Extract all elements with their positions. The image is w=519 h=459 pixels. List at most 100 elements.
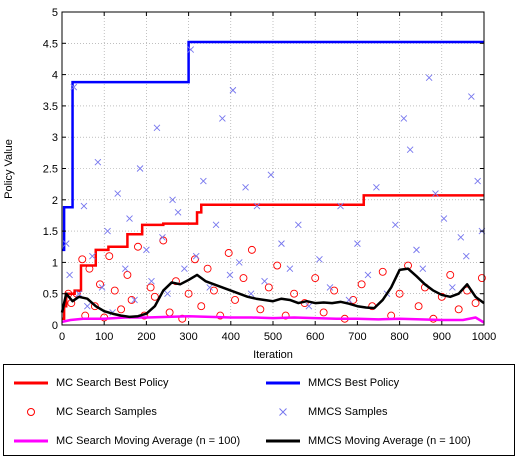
data-point bbox=[192, 252, 200, 260]
data-point bbox=[247, 290, 255, 298]
x-tick-label: 600 bbox=[306, 331, 324, 343]
data-point bbox=[305, 302, 313, 310]
data-point bbox=[468, 93, 475, 100]
x-axis-label: Iteration bbox=[253, 349, 293, 361]
legend-item-mc-best: MC Search Best Policy bbox=[14, 374, 168, 392]
data-point bbox=[121, 265, 129, 272]
legend-label: MMCS Best Policy bbox=[308, 377, 400, 389]
data-point bbox=[89, 252, 96, 260]
data-point bbox=[105, 252, 114, 261]
data-point bbox=[330, 286, 339, 295]
data-point bbox=[462, 252, 470, 260]
y-tick-label: 3 bbox=[52, 132, 58, 144]
data-point bbox=[187, 46, 195, 53]
x-tick-label: 200 bbox=[137, 331, 155, 343]
x-tick-label: 300 bbox=[179, 331, 197, 343]
data-point bbox=[446, 270, 455, 279]
data-point bbox=[235, 259, 243, 266]
data-point bbox=[94, 158, 102, 166]
data-point bbox=[273, 261, 282, 270]
chart-legend: MC Search Best Policy MMCS Best Policy M… bbox=[3, 364, 515, 456]
legend-swatch-line bbox=[266, 381, 300, 385]
chart-grid bbox=[62, 12, 484, 325]
data-point bbox=[319, 308, 328, 317]
legend-item-mmcs-best: MMCS Best Policy bbox=[266, 374, 399, 392]
data-point bbox=[123, 270, 132, 279]
data-point bbox=[226, 271, 234, 279]
legend-item-mmcs-samples: MMCS Samples bbox=[266, 403, 387, 421]
y-tick-label: 2 bbox=[52, 195, 58, 207]
y-axis-label: Policy Value bbox=[3, 139, 15, 199]
x-tick-label: 400 bbox=[222, 331, 240, 343]
data-point bbox=[357, 280, 366, 289]
data-point bbox=[413, 246, 420, 254]
data-point bbox=[242, 183, 249, 191]
data-point bbox=[231, 296, 239, 304]
data-point bbox=[419, 265, 427, 272]
data-point bbox=[378, 267, 387, 276]
data-point bbox=[216, 311, 225, 320]
data-point bbox=[131, 296, 138, 304]
data-point bbox=[326, 284, 334, 291]
y-tick-label: 2.5 bbox=[43, 164, 58, 176]
series-3 bbox=[62, 46, 486, 316]
data-point bbox=[104, 227, 111, 235]
legend-label: MC Search Best Policy bbox=[56, 377, 169, 389]
data-point bbox=[337, 202, 344, 210]
data-point bbox=[136, 165, 144, 172]
x-tick-label: 500 bbox=[264, 331, 282, 343]
legend-swatch-circle bbox=[27, 408, 35, 416]
y-tick-label: 0 bbox=[52, 320, 58, 332]
data-point bbox=[364, 271, 372, 279]
data-point bbox=[406, 146, 414, 154]
data-point bbox=[454, 305, 463, 314]
data-point bbox=[150, 292, 159, 301]
data-point bbox=[474, 177, 481, 185]
data-point bbox=[169, 196, 176, 204]
x-tick-label: 0 bbox=[59, 331, 65, 343]
data-point bbox=[78, 255, 87, 264]
data-point bbox=[239, 274, 248, 282]
data-point bbox=[457, 234, 465, 241]
data-point bbox=[184, 289, 193, 298]
series-1 bbox=[62, 40, 484, 252]
x-tick-label: 700 bbox=[348, 331, 366, 343]
data-point bbox=[165, 308, 174, 317]
data-point bbox=[295, 221, 302, 229]
data-point bbox=[229, 86, 237, 94]
data-point bbox=[190, 255, 199, 264]
data-point bbox=[256, 305, 265, 314]
legend-item-mmcs-moving-average: MMCS Moving Average (n = 100) bbox=[266, 432, 471, 450]
data-point bbox=[477, 274, 486, 282]
data-point bbox=[66, 271, 73, 279]
legend-label: MC Search Moving Average (n = 100) bbox=[56, 435, 241, 447]
data-point bbox=[70, 83, 78, 91]
x-tick-label: 900 bbox=[433, 331, 451, 343]
y-tick-label: 3.5 bbox=[43, 101, 58, 113]
data-point bbox=[203, 264, 212, 273]
data-point bbox=[392, 221, 399, 229]
data-point bbox=[134, 242, 142, 251]
y-tick-label: 0.5 bbox=[43, 289, 58, 301]
series-line bbox=[61, 314, 485, 324]
legend-swatch-line bbox=[14, 381, 48, 385]
data-point bbox=[449, 284, 456, 291]
data-point bbox=[414, 302, 423, 311]
legend-label: MC Search Samples bbox=[56, 406, 157, 418]
data-point bbox=[164, 290, 171, 298]
chart-axes bbox=[61, 11, 485, 326]
data-point bbox=[400, 115, 408, 122]
data-point bbox=[264, 283, 273, 292]
data-point bbox=[159, 234, 166, 241]
data-point bbox=[126, 215, 133, 222]
data-point bbox=[349, 296, 358, 304]
data-point bbox=[440, 215, 448, 222]
legend-swatch-line bbox=[266, 439, 300, 443]
series-line bbox=[62, 194, 484, 320]
data-point bbox=[267, 171, 275, 179]
data-point bbox=[153, 124, 161, 132]
x-tick-label: 1000 bbox=[472, 331, 496, 343]
legend-item-mc-samples: MC Search Samples bbox=[14, 403, 157, 421]
legend-swatch-x bbox=[279, 408, 287, 416]
series-0 bbox=[62, 194, 484, 320]
